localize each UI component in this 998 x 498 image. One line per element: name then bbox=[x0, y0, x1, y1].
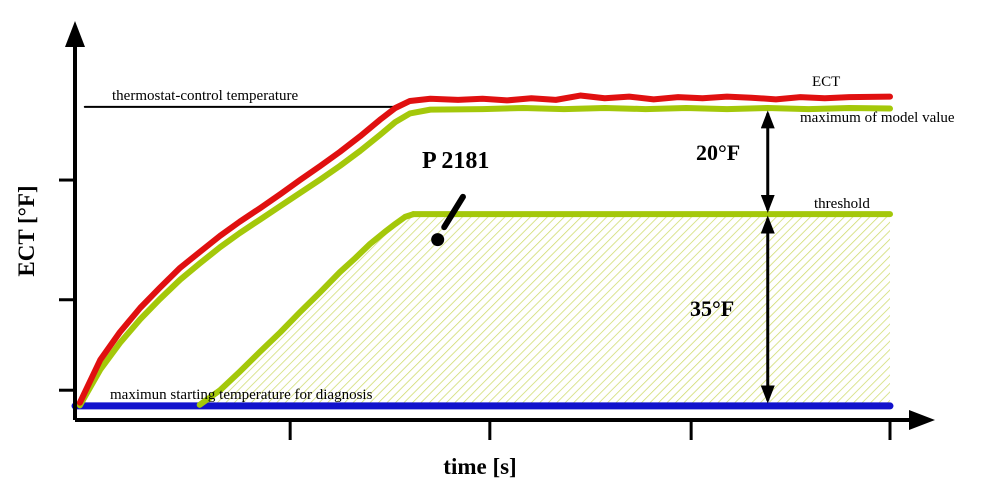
model-max-label: maximum of model value bbox=[800, 110, 955, 126]
hatch-region bbox=[199, 214, 890, 405]
threshold-label: threshold bbox=[814, 196, 870, 212]
series-maximum-of-model-value bbox=[76, 105, 893, 409]
fault-pointer-dot bbox=[431, 233, 445, 247]
series-diagnosis-start-ramp bbox=[196, 211, 417, 408]
series-ect bbox=[76, 92, 893, 406]
y-axis-title: ECT [°F] bbox=[14, 185, 39, 277]
ect-curve-label: ECT bbox=[812, 74, 841, 90]
delta-20f-label: 20°F bbox=[696, 140, 741, 165]
thermostat-line-label: thermostat-control temperature bbox=[112, 88, 299, 104]
fault-code-label: P 2181 bbox=[422, 148, 490, 174]
fault-pointer-line bbox=[441, 193, 466, 231]
diagnosis-baseline-label: maximun starting temperature for diagnos… bbox=[110, 387, 373, 403]
x-axis-title: time [s] bbox=[443, 454, 517, 479]
delta-35f-label: 35°F bbox=[690, 296, 735, 321]
